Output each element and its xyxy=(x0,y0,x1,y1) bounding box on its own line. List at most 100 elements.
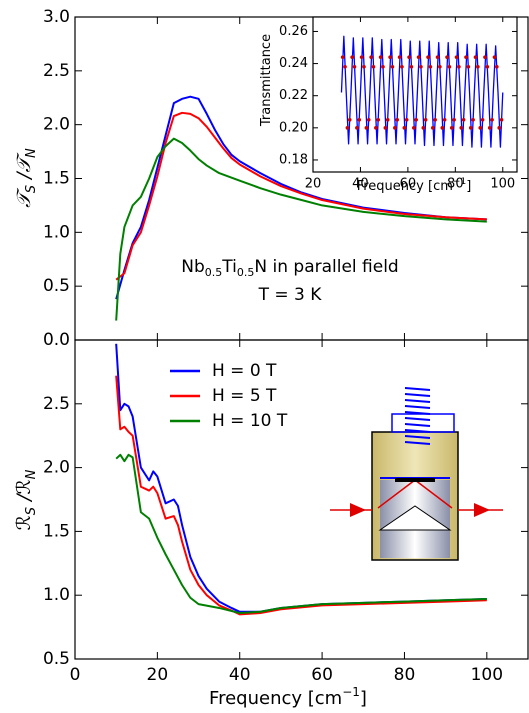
plot-area xyxy=(115,95,487,321)
data-point xyxy=(492,55,497,59)
data-point xyxy=(440,126,445,130)
data-point xyxy=(426,55,430,59)
data-point xyxy=(390,64,395,69)
data-line xyxy=(115,137,487,321)
y-axis-label: 𝒯S /𝒯N xyxy=(13,148,39,208)
data-point xyxy=(468,126,473,130)
data-point xyxy=(345,126,350,130)
panel: 0 20 40 60 80 100 0.5 1.0 1.5 2.0 2.5 H = 0 T H = 5 … xyxy=(43,339,529,685)
data-point xyxy=(376,117,381,122)
data-point xyxy=(409,64,414,69)
data-point xyxy=(383,126,388,130)
inset-background xyxy=(313,17,517,172)
data-point xyxy=(483,55,487,59)
data-point xyxy=(395,117,400,122)
y-tick-label: 1.0 xyxy=(43,222,70,242)
data-point xyxy=(355,126,359,130)
data-point xyxy=(400,64,404,69)
x-tick-label: 0 xyxy=(70,665,81,685)
x-tick-label: 100 xyxy=(471,665,503,685)
x-tick-label: 80 xyxy=(394,665,416,685)
data-point xyxy=(471,117,475,122)
data-point xyxy=(362,64,366,69)
data-point xyxy=(476,64,480,69)
x-tick-label: 20 xyxy=(305,177,322,192)
y-axis-label: ℛS /ℛN xyxy=(13,469,39,530)
data-point xyxy=(461,117,466,122)
data-point xyxy=(369,55,373,59)
plot-area xyxy=(115,343,487,616)
data-point xyxy=(447,64,452,69)
data-point xyxy=(423,117,428,122)
data-point xyxy=(378,55,383,59)
data-point xyxy=(340,55,345,59)
data-line xyxy=(115,453,487,615)
data-point xyxy=(454,55,459,59)
data-point xyxy=(414,117,418,122)
legend-label: H = 5 T xyxy=(212,386,277,406)
apparatus-sketch xyxy=(330,387,503,561)
data-point xyxy=(435,55,440,59)
y-tick-label: 1.5 xyxy=(43,521,70,541)
y-tick-label: 0.0 xyxy=(43,330,70,350)
y-tick-label: 2.5 xyxy=(43,61,70,81)
data-point xyxy=(430,126,435,130)
data-point xyxy=(385,117,390,122)
x-tick-label: 20 xyxy=(147,665,169,685)
data-point xyxy=(452,117,456,122)
y-tick-label: 1.0 xyxy=(43,585,70,605)
data-point xyxy=(343,64,347,69)
data-point xyxy=(478,126,483,130)
data-point xyxy=(480,117,485,122)
y-tick-label: 0.26 xyxy=(279,24,308,39)
y-tick-label: 0.22 xyxy=(279,88,308,103)
data-point xyxy=(364,126,369,130)
data-point xyxy=(397,55,402,59)
y-tick-label: 3.0 xyxy=(43,7,70,27)
data-point xyxy=(497,126,502,130)
data-point xyxy=(347,117,352,122)
data-point xyxy=(404,117,409,122)
data-point xyxy=(419,64,423,69)
x-tick-label: 40 xyxy=(229,665,251,685)
data-point xyxy=(499,117,504,122)
x-tick-label: 60 xyxy=(311,665,333,685)
data-point xyxy=(350,55,354,59)
data-point xyxy=(421,126,426,130)
y-tick-label: 1.5 xyxy=(43,169,70,189)
inset-y-axis-label: Transmittance xyxy=(259,34,274,127)
panel: 20 40 60 80 100 0.18 0.20 0.22 0.24 0.26 xyxy=(279,16,518,192)
data-point xyxy=(374,126,378,130)
data-line xyxy=(340,35,504,148)
data-point xyxy=(412,126,416,130)
x-tick-label: 80 xyxy=(447,177,464,192)
y-tick-label: 0.20 xyxy=(279,120,308,135)
x-tick-label: 100 xyxy=(490,177,515,192)
y-tick-label: 2.5 xyxy=(43,394,70,414)
y-tick-label: 0.18 xyxy=(279,152,308,167)
data-point xyxy=(473,55,478,59)
data-point xyxy=(352,64,357,69)
data-point xyxy=(442,117,447,122)
inset-x-axis-label: Frequency [cm−1] xyxy=(357,177,472,194)
axes-frame xyxy=(74,339,529,660)
data-point xyxy=(490,117,494,122)
x-tick-label: 60 xyxy=(400,177,417,192)
data-point xyxy=(366,117,371,122)
axes-frame xyxy=(312,16,518,173)
data-line xyxy=(115,95,487,300)
data-point xyxy=(438,64,442,69)
data-point xyxy=(445,55,449,59)
y-tick-label: 0.5 xyxy=(43,649,70,669)
y-tick-label: 0.5 xyxy=(43,276,70,296)
plot-area xyxy=(340,35,504,148)
legend-label: H = 0 T xyxy=(212,361,277,381)
legend-label: H = 10 T xyxy=(212,411,288,431)
y-tick-label: 0.24 xyxy=(279,56,308,71)
data-point xyxy=(449,126,454,130)
data-point xyxy=(407,55,411,59)
data-point xyxy=(371,64,376,69)
data-point xyxy=(485,64,490,69)
